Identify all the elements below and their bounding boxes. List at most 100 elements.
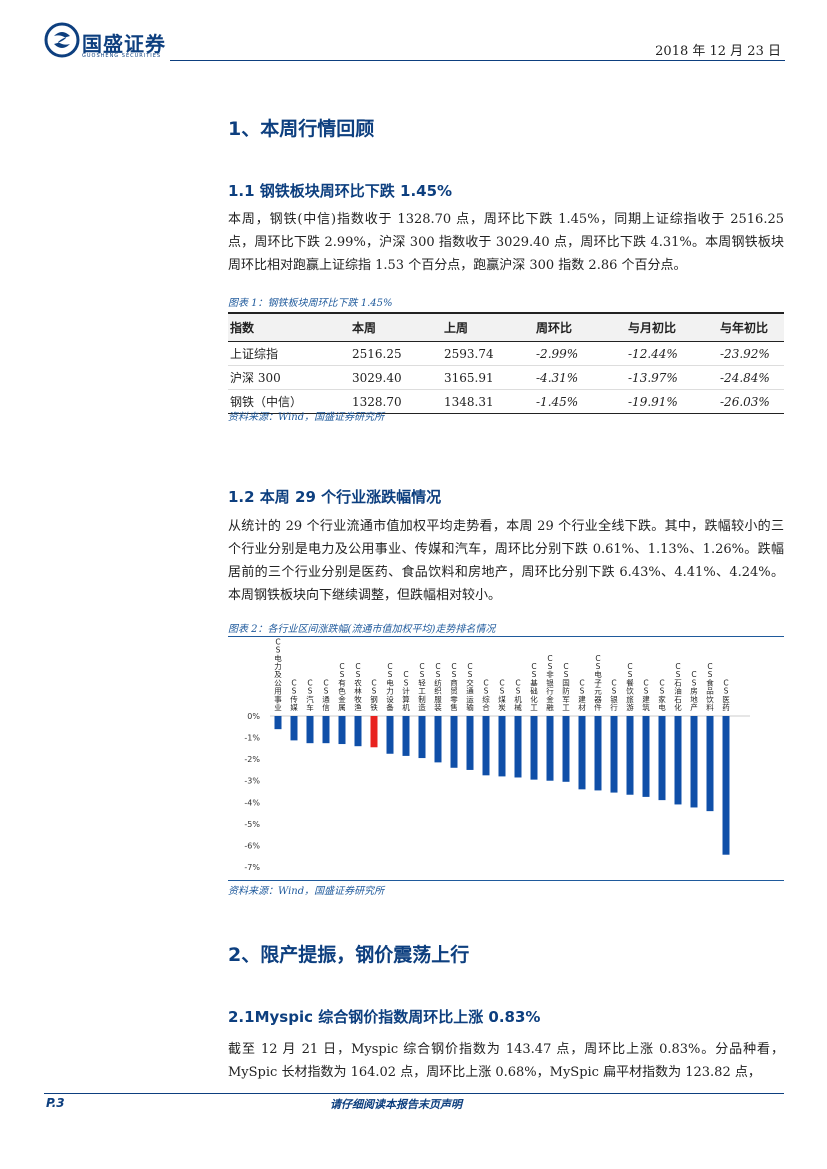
category-tick-label: C S 传媒 bbox=[290, 678, 298, 712]
table-cell: 钢铁（中信） bbox=[228, 389, 350, 414]
y-tick-label: -4% bbox=[244, 798, 260, 807]
table-cell: 沪深 300 bbox=[228, 365, 350, 390]
y-tick-label: -3% bbox=[244, 777, 260, 786]
bar bbox=[642, 716, 650, 797]
bar bbox=[610, 716, 618, 793]
bar bbox=[386, 716, 394, 754]
table-header-cell: 与月初比 bbox=[626, 312, 718, 342]
subsection-title-1-2: 1.2 本周 29 个行业涨跌幅情况 bbox=[228, 488, 442, 506]
category-tick-label: C S 医药 bbox=[722, 678, 730, 712]
bar bbox=[322, 716, 330, 744]
table-cell: -23.92% bbox=[718, 341, 784, 366]
table-cell: 1328.70 bbox=[350, 389, 442, 414]
table-header-cell: 与年初比 bbox=[718, 312, 784, 342]
table-row: 钢铁（中信） 1328.70 1348.31 -1.45% -19.91% -2… bbox=[228, 389, 784, 414]
bar bbox=[290, 716, 298, 741]
bar bbox=[482, 716, 490, 776]
category-tick-label: C S 建筑 bbox=[642, 678, 650, 712]
table-cell: 2593.74 bbox=[442, 341, 534, 366]
page-number: P.3 bbox=[46, 1096, 65, 1110]
category-tick-label: C S 综合 bbox=[482, 678, 490, 712]
bar bbox=[530, 716, 538, 780]
category-tick-label: C S 汽车 bbox=[306, 678, 314, 712]
brand-name: 国盛证券 bbox=[82, 32, 166, 56]
bar bbox=[690, 716, 698, 808]
paragraph-2-1: 截至 12 月 21 日，Myspic 综合钢价指数为 143.47 点，周环比… bbox=[228, 1042, 784, 1080]
category-tick-label: C S 计算机 bbox=[402, 670, 410, 712]
bar bbox=[562, 716, 570, 782]
category-tick-label: C S 基础化工 bbox=[530, 662, 538, 712]
category-tick-label: C S 有色金属 bbox=[338, 662, 346, 712]
category-tick-label: C S 煤炭 bbox=[498, 678, 506, 712]
bar bbox=[722, 716, 730, 855]
bar bbox=[578, 716, 586, 790]
category-tick-label: C S 电力设备 bbox=[386, 662, 394, 712]
bar bbox=[450, 716, 458, 768]
table-cell: -12.44% bbox=[626, 341, 718, 366]
bar bbox=[274, 716, 282, 730]
index-table: 指数 本周 上周 周环比 与月初比 与年初比 上证综指 2516.25 2593… bbox=[228, 312, 784, 414]
industry-bar-chart: 0% -1% -2% -3% -4% -5% -6% -7% C S 电力及公用事业 C S 传媒 C S 汽车… bbox=[244, 637, 750, 872]
bar bbox=[466, 716, 474, 770]
section-title-1: 1、本周行情回顾 bbox=[228, 118, 375, 140]
bar bbox=[674, 716, 682, 805]
table-header-cell: 周环比 bbox=[534, 312, 626, 342]
bar bbox=[514, 716, 522, 778]
report-date: 2018 年 12 月 23 日 bbox=[655, 44, 781, 59]
caption-divider bbox=[228, 636, 784, 637]
category-tick-label: C S 石油石化 bbox=[674, 662, 682, 712]
brand-logo-icon bbox=[44, 22, 80, 58]
table-header-cell: 本周 bbox=[350, 312, 442, 342]
footer-disclaimer: 请仔细阅读本报告末页声明 bbox=[330, 1098, 462, 1111]
table-cell: 3029.40 bbox=[350, 365, 442, 390]
table-header-cell: 指数 bbox=[228, 312, 350, 342]
bar bbox=[498, 716, 506, 777]
table-cell: -4.31% bbox=[534, 365, 626, 390]
category-tick-label: C S 餐饮旅游 bbox=[626, 662, 634, 712]
table-row: 沪深 300 3029.40 3165.91 -4.31% -13.97% -2… bbox=[228, 365, 784, 390]
category-tick-label: C S 纺织服装 bbox=[434, 662, 442, 712]
bar bbox=[402, 716, 410, 756]
table-cell: 1348.31 bbox=[442, 389, 534, 414]
category-tick-label: C S 轻工制造 bbox=[418, 662, 426, 712]
y-tick-label: -5% bbox=[244, 820, 260, 829]
brand-logo bbox=[44, 22, 174, 64]
category-tick-label: C S 国防军工 bbox=[562, 662, 570, 712]
bar bbox=[658, 716, 666, 801]
category-tick-label: C S 机械 bbox=[514, 678, 522, 712]
table-header-cell: 上周 bbox=[442, 312, 534, 342]
table-cell: -26.03% bbox=[718, 389, 784, 414]
table-cell: 2516.25 bbox=[350, 341, 442, 366]
chart-source: 资料来源：Wind，国盛证券研究所 bbox=[228, 886, 385, 897]
category-tick-label: C S 商贸零售 bbox=[450, 662, 458, 712]
subsection-title-2-1: 2.1Myspic 综合钢价指数周环比上涨 0.83% bbox=[228, 1008, 541, 1026]
category-tick-label: C S 房地产 bbox=[690, 670, 698, 712]
y-tick-label: -6% bbox=[244, 841, 260, 850]
table-row: 上证综指 2516.25 2593.74 -2.99% -12.44% -23.… bbox=[228, 341, 784, 366]
y-tick-label: -7% bbox=[244, 863, 260, 872]
bar bbox=[338, 716, 346, 745]
bar bbox=[546, 716, 554, 781]
header-divider bbox=[170, 60, 785, 61]
footer-divider bbox=[44, 1093, 784, 1094]
bar bbox=[594, 716, 602, 791]
bar bbox=[370, 716, 378, 748]
category-tick-label: C S 交通运输 bbox=[466, 662, 474, 712]
category-tick-label: C S 农林牧渔 bbox=[354, 662, 362, 712]
category-tick-label: C S 电力及公用事业 bbox=[274, 637, 282, 712]
bar bbox=[626, 716, 634, 795]
brand-subtitle: GUOSHENG SECURITIES bbox=[82, 53, 162, 59]
category-tick-label: C S 家电 bbox=[658, 678, 666, 712]
category-tick-label: C S 建材 bbox=[578, 678, 586, 712]
bar bbox=[706, 716, 714, 812]
category-tick-label: C S 银行 bbox=[610, 678, 618, 712]
figure-caption-2: 图表 2：各行业区间涨跌幅(流通市值加权平均)走势排名情况 bbox=[228, 624, 496, 635]
table-cell: 上证综指 bbox=[228, 341, 350, 366]
industry-chart-frame: 0% -1% -2% -3% -4% -5% -6% -7% C S 电力及公用事业 C S 传媒 C S 汽车… bbox=[228, 637, 784, 881]
y-tick-label: -1% bbox=[244, 734, 260, 743]
table-cell: 3165.91 bbox=[442, 365, 534, 390]
table-cell: -1.45% bbox=[534, 389, 626, 414]
bar bbox=[418, 716, 426, 759]
category-tick-label: C S 通信 bbox=[322, 678, 330, 712]
paragraph-1-1: 本周，钢铁(中信)指数收于 1328.70 点，周环比下跌 1.45%，同期上证… bbox=[228, 212, 784, 273]
